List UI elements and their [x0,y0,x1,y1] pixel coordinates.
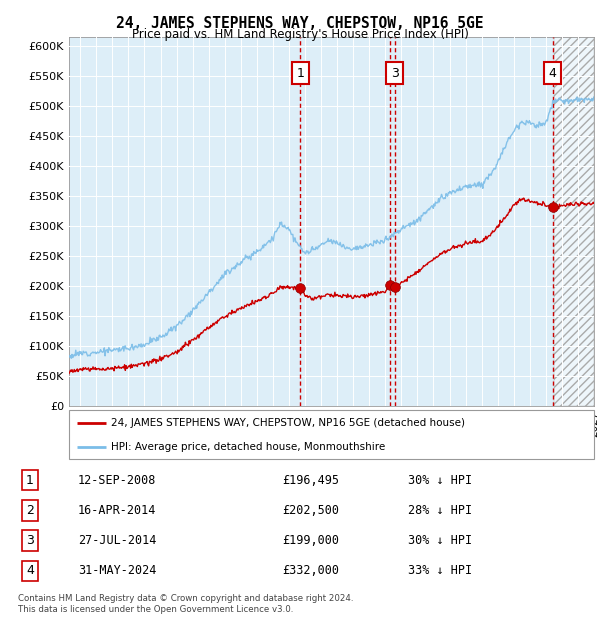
FancyBboxPatch shape [69,410,594,459]
Text: £196,495: £196,495 [282,474,339,487]
Text: 12-SEP-2008: 12-SEP-2008 [78,474,157,487]
Text: £332,000: £332,000 [282,564,339,577]
Text: 33% ↓ HPI: 33% ↓ HPI [408,564,472,577]
Text: 24, JAMES STEPHENS WAY, CHEPSTOW, NP16 5GE (detached house): 24, JAMES STEPHENS WAY, CHEPSTOW, NP16 5… [111,417,465,428]
Text: Price paid vs. HM Land Registry's House Price Index (HPI): Price paid vs. HM Land Registry's House … [131,28,469,41]
Text: 31-MAY-2024: 31-MAY-2024 [78,564,157,577]
Text: £202,500: £202,500 [282,504,339,517]
Text: 3: 3 [26,534,34,547]
Text: 1: 1 [26,474,34,487]
Text: 3: 3 [391,67,398,80]
Text: 4: 4 [548,67,557,80]
Bar [554,37,594,406]
Text: £199,000: £199,000 [282,534,339,547]
Text: 1: 1 [296,67,304,80]
Bar [554,37,594,406]
Text: 4: 4 [26,564,34,577]
Text: HPI: Average price, detached house, Monmouthshire: HPI: Average price, detached house, Monm… [111,441,385,452]
Text: 28% ↓ HPI: 28% ↓ HPI [408,504,472,517]
Text: 24, JAMES STEPHENS WAY, CHEPSTOW, NP16 5GE: 24, JAMES STEPHENS WAY, CHEPSTOW, NP16 5… [116,16,484,30]
Text: 2: 2 [26,504,34,517]
Text: 16-APR-2014: 16-APR-2014 [78,504,157,517]
Text: 30% ↓ HPI: 30% ↓ HPI [408,474,472,487]
Text: 30% ↓ HPI: 30% ↓ HPI [408,534,472,547]
Text: Contains HM Land Registry data © Crown copyright and database right 2024.
This d: Contains HM Land Registry data © Crown c… [18,595,353,614]
Text: 27-JUL-2014: 27-JUL-2014 [78,534,157,547]
